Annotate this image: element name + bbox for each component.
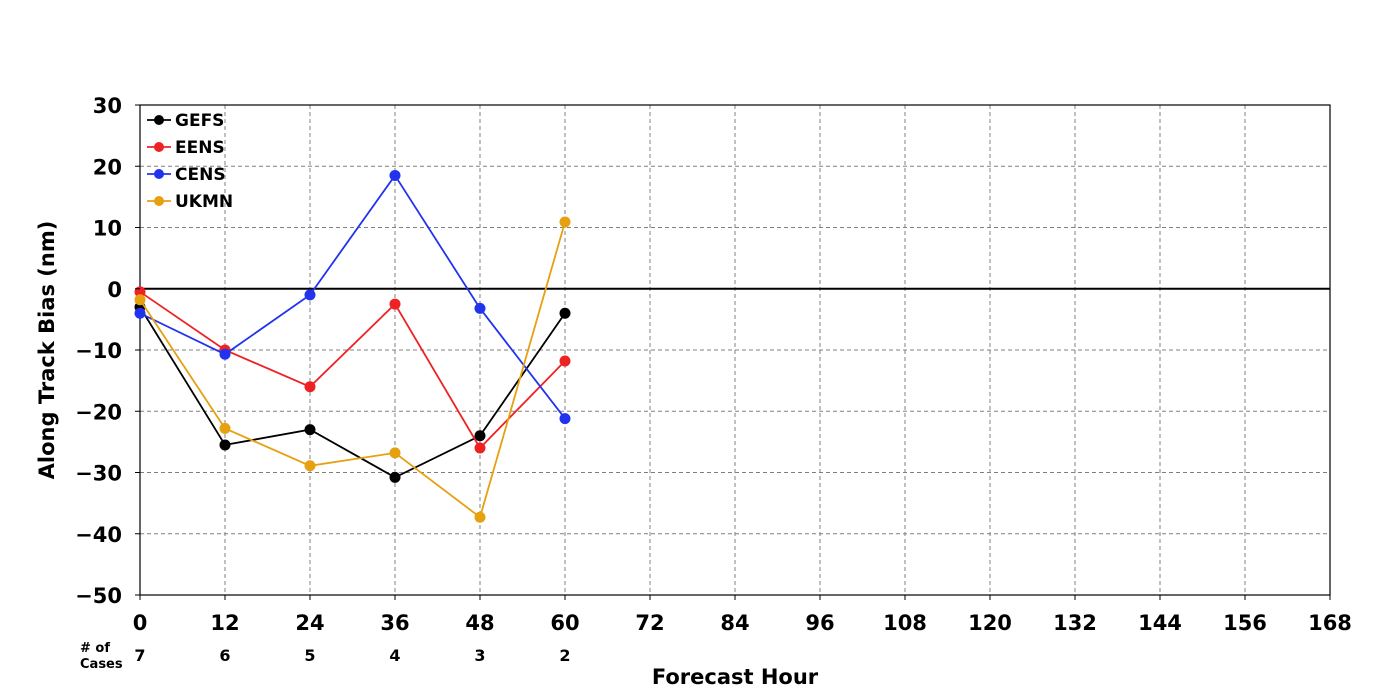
x-tick-label: 36 xyxy=(380,611,409,635)
case-count: 5 xyxy=(304,646,315,665)
case-count: 4 xyxy=(389,646,400,665)
legend-item-ukmn: UKMN xyxy=(147,192,233,212)
series-line-gefs xyxy=(139,306,566,479)
data-point-eens xyxy=(304,381,316,393)
x-tick-label: 168 xyxy=(1308,611,1352,635)
cases-label-line2: Cases xyxy=(80,657,123,672)
x-tick-label: 108 xyxy=(883,611,927,635)
x-tick-label: 48 xyxy=(465,611,494,635)
data-point-gefs xyxy=(559,307,571,319)
legend-label: CENS xyxy=(175,165,226,185)
y-tick-label: −40 xyxy=(75,523,122,547)
series-line-cens xyxy=(139,173,566,420)
data-point-cens xyxy=(134,307,146,319)
x-tick-label: 120 xyxy=(968,611,1012,635)
series-line-eens xyxy=(139,291,566,450)
x-tick-label: 156 xyxy=(1223,611,1267,635)
data-point-ukmn xyxy=(304,460,316,472)
data-point-eens xyxy=(474,442,486,454)
y-tick-label: 0 xyxy=(107,278,122,302)
cases-row: # of Cases 7 6 5 4 3 2 xyxy=(80,641,571,672)
x-tick-label: 72 xyxy=(635,611,664,635)
legend-label: EENS xyxy=(175,138,225,158)
case-count: 7 xyxy=(134,646,145,665)
data-point-gefs xyxy=(304,424,316,436)
data-point-ukmn xyxy=(389,447,401,459)
legend-label: GEFS xyxy=(175,111,224,131)
cases-label-line1: # of xyxy=(80,641,110,656)
data-point-gefs xyxy=(219,439,231,451)
data-point-gefs xyxy=(474,430,486,442)
legend-swatch-marker xyxy=(154,142,164,152)
y-tick-label: −20 xyxy=(75,400,122,424)
legend-swatch-marker xyxy=(154,196,164,206)
x-tick-label: 84 xyxy=(720,611,749,635)
y-tick-label: 30 xyxy=(93,94,122,118)
y-tick-label: −30 xyxy=(75,462,122,486)
case-count: 6 xyxy=(219,646,230,665)
x-axis-ticks: 0 12 24 36 48 60 72 84 96 108 120 132 144 156 168 xyxy=(133,595,1352,635)
data-point-eens xyxy=(559,355,571,367)
data-point-ukmn xyxy=(474,511,486,523)
y-tick-label: −10 xyxy=(75,339,122,363)
data-point-ukmn xyxy=(134,294,146,306)
data-point-ukmn xyxy=(219,422,231,434)
data-point-eens xyxy=(389,298,401,310)
grid-lines xyxy=(140,105,1330,595)
data-point-cens xyxy=(389,169,401,181)
legend-item-cens: CENS xyxy=(147,165,226,185)
x-tick-label: 132 xyxy=(1053,611,1097,635)
series-cens xyxy=(134,169,571,425)
data-point-cens xyxy=(559,413,571,425)
y-axis-ticks: 30 20 10 0 −10 −20 −30 −40 −50 xyxy=(75,94,140,608)
data-point-ukmn xyxy=(559,216,571,228)
series-line-ukmn xyxy=(139,221,566,519)
case-count: 3 xyxy=(474,646,485,665)
x-tick-label: 0 xyxy=(133,611,148,635)
data-point-gefs xyxy=(389,471,401,483)
y-tick-label: −50 xyxy=(75,584,122,608)
legend-swatch-marker xyxy=(154,169,164,179)
x-tick-label: 60 xyxy=(550,611,579,635)
x-tick-label: 144 xyxy=(1138,611,1182,635)
series-gefs xyxy=(134,301,571,483)
series-ukmn xyxy=(134,216,571,523)
legend-swatch-marker xyxy=(154,115,164,125)
x-tick-label: 12 xyxy=(210,611,239,635)
y-tick-label: 20 xyxy=(93,155,122,179)
y-tick-label: 10 xyxy=(93,217,122,241)
case-count: 2 xyxy=(559,646,570,665)
legend: GEFS EENS CENS UKMN xyxy=(147,111,233,212)
x-axis-label: Forecast Hour xyxy=(652,665,819,689)
data-point-cens xyxy=(304,289,316,301)
data-point-cens xyxy=(474,302,486,314)
data-point-cens xyxy=(219,348,231,360)
x-tick-label: 96 xyxy=(805,611,834,635)
x-tick-label: 24 xyxy=(295,611,324,635)
legend-item-gefs: GEFS xyxy=(147,111,224,131)
y-axis-label: Along Track Bias (nm) xyxy=(35,221,59,480)
legend-label: UKMN xyxy=(175,192,233,212)
series-layer xyxy=(134,169,571,523)
legend-item-eens: EENS xyxy=(147,138,225,158)
